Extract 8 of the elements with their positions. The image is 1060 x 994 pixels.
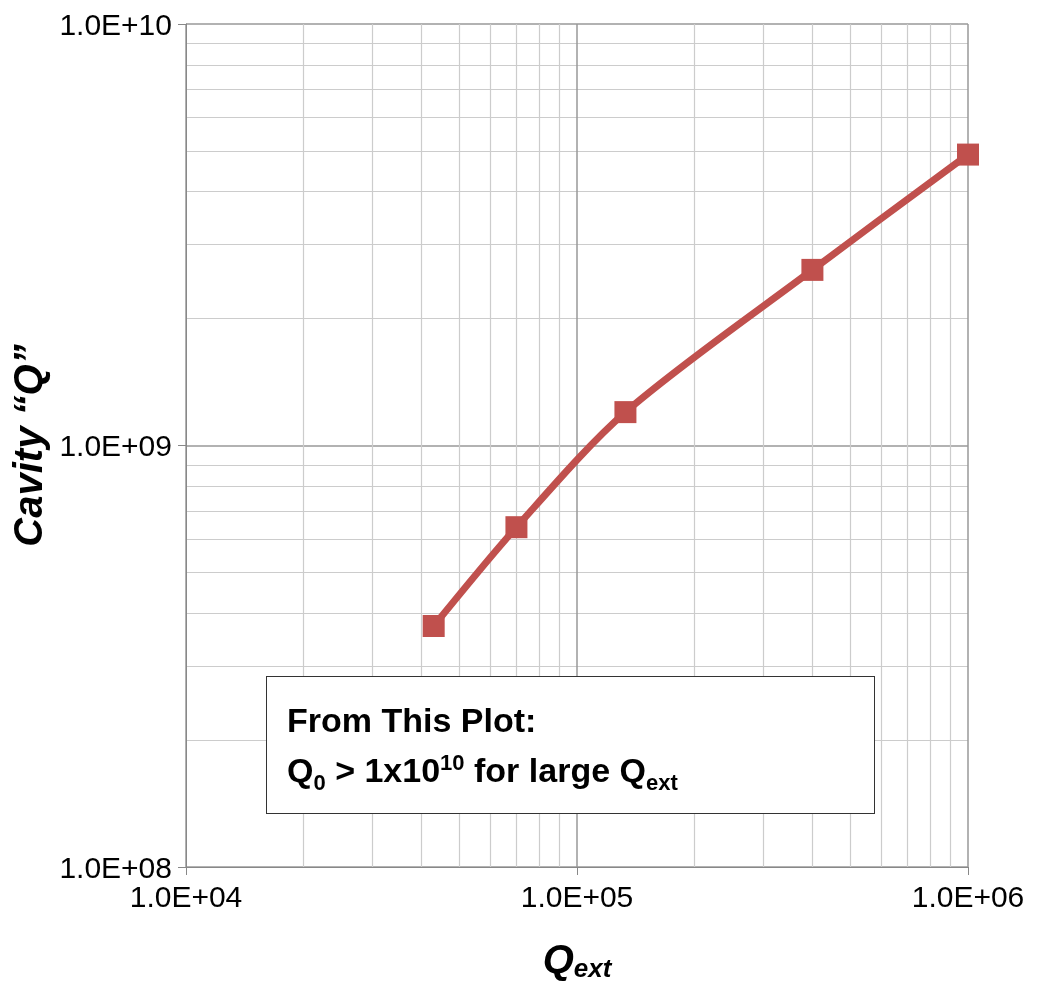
annotation: From This Plot: [287,700,538,741]
x-tick-label: 1.0E+06 [911,879,1025,913]
y-axis-title: Cavity “Q” [6,344,52,547]
x-tick-label: 1.0E+05 [520,879,634,913]
note-box: From This Plot: Q$_{0}$ > 1x10$^{10}$ for large Q$_{ext}$ [266,676,875,814]
annotation: Q$_{0}$ > 1x10$^{10}$ for large Q$_{ext}$ [287,748,679,795]
y-tick-label: 1.0E+09 [59,429,172,462]
y-tick-label: 1.0E+10 [59,7,172,41]
